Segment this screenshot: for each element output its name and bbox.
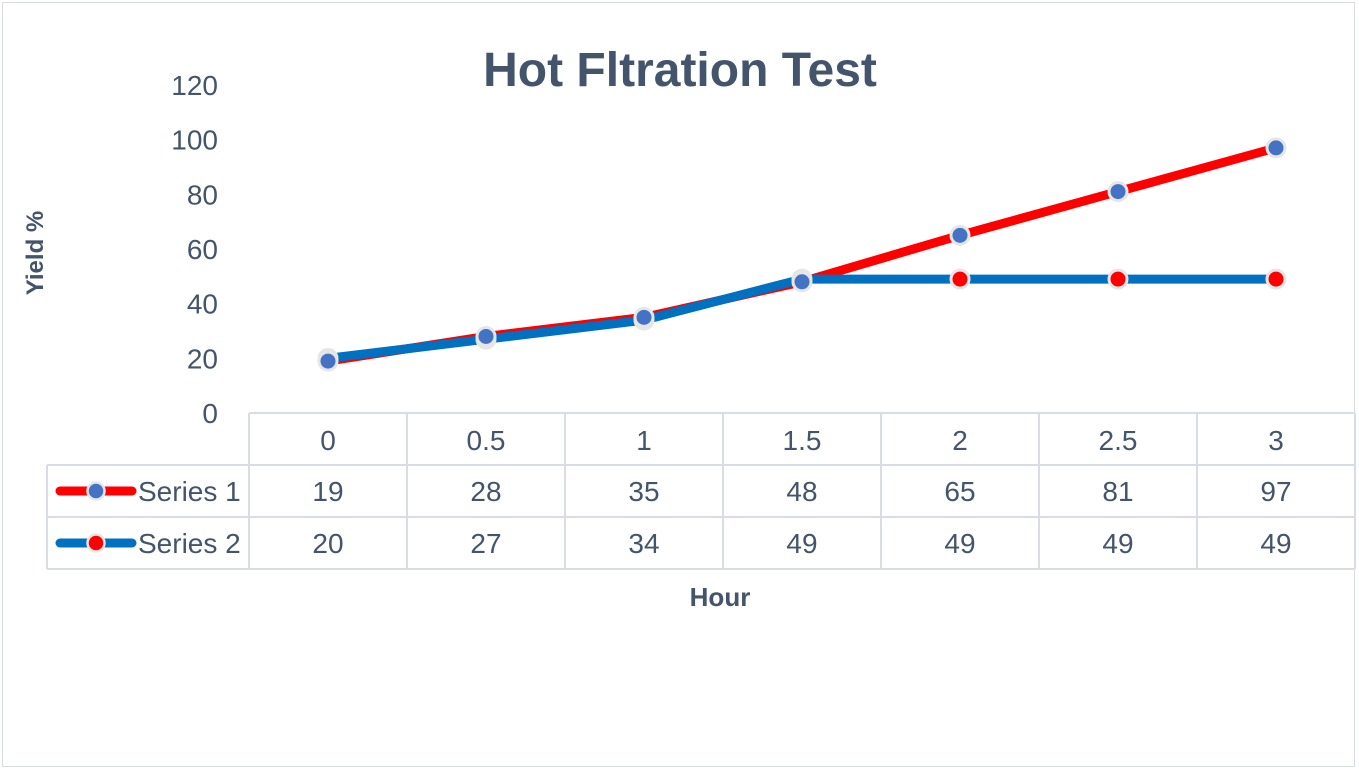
table-cell-value: 81 bbox=[1102, 476, 1133, 507]
x-tick-label: 1 bbox=[636, 425, 652, 456]
y-tick-label: 0 bbox=[202, 398, 218, 429]
y-tick-label: 120 bbox=[171, 70, 218, 101]
table-cell-value: 27 bbox=[470, 528, 501, 559]
table-cell-value: 34 bbox=[628, 528, 659, 559]
table-cell-value: 28 bbox=[470, 476, 501, 507]
table-cell-value: 97 bbox=[1260, 476, 1291, 507]
series-markers bbox=[317, 137, 1287, 372]
x-tick-label: 0.5 bbox=[467, 425, 506, 456]
y-axis-tick-labels: 0 20 40 60 80 100 120 bbox=[171, 70, 218, 429]
y-tick-label: 80 bbox=[187, 179, 218, 210]
table-cell-value: 49 bbox=[786, 528, 817, 559]
data-point-marker bbox=[791, 271, 813, 293]
data-table: 0 0.5 1 1.5 2 2.5 3 Series 1 19 28 35 48 65 81 97 Serie… bbox=[46, 412, 1356, 570]
y-tick-label: 40 bbox=[187, 289, 218, 320]
table-cell-value: 20 bbox=[312, 528, 343, 559]
data-point-marker bbox=[475, 325, 497, 347]
data-point-marker bbox=[1265, 137, 1287, 159]
y-tick-label: 100 bbox=[171, 125, 218, 156]
x-tick-label: 0 bbox=[320, 425, 336, 456]
data-point-marker bbox=[1265, 268, 1287, 290]
y-tick-label: 20 bbox=[187, 343, 218, 374]
x-tick-label: 1.5 bbox=[783, 425, 822, 456]
table-cell-value: 49 bbox=[1260, 528, 1291, 559]
data-point-marker bbox=[949, 224, 971, 246]
x-tick-label: 2.5 bbox=[1099, 425, 1138, 456]
legend-key-marker bbox=[86, 533, 106, 553]
data-point-marker bbox=[1107, 268, 1129, 290]
line-chart: Hot Fltration Test Yield % 0204060801001… bbox=[22, 44, 1356, 612]
series-lines bbox=[323, 143, 1281, 366]
table-cell-value: 48 bbox=[786, 476, 817, 507]
table-cell-value: 65 bbox=[944, 476, 975, 507]
data-point-marker bbox=[949, 268, 971, 290]
x-axis-label: Hour bbox=[690, 582, 751, 612]
data-point-marker bbox=[317, 350, 339, 372]
table-cell-value: 19 bbox=[312, 476, 343, 507]
data-point-marker bbox=[1107, 181, 1129, 203]
table-cell-value: 49 bbox=[1102, 528, 1133, 559]
legend-key-marker bbox=[86, 481, 106, 501]
legend-series-name: Series 2 bbox=[138, 528, 241, 559]
x-tick-label: 2 bbox=[952, 425, 968, 456]
series-line bbox=[323, 143, 1281, 366]
table-cell-value: 49 bbox=[944, 528, 975, 559]
y-tick-label: 60 bbox=[187, 234, 218, 265]
legend-series-name: Series 1 bbox=[138, 476, 241, 507]
table-cell-value: 35 bbox=[628, 476, 659, 507]
data-point-marker bbox=[633, 306, 655, 328]
x-tick-label: 3 bbox=[1268, 425, 1284, 456]
chart-title: Hot Fltration Test bbox=[483, 44, 877, 97]
y-axis-label: Yield % bbox=[22, 211, 49, 295]
